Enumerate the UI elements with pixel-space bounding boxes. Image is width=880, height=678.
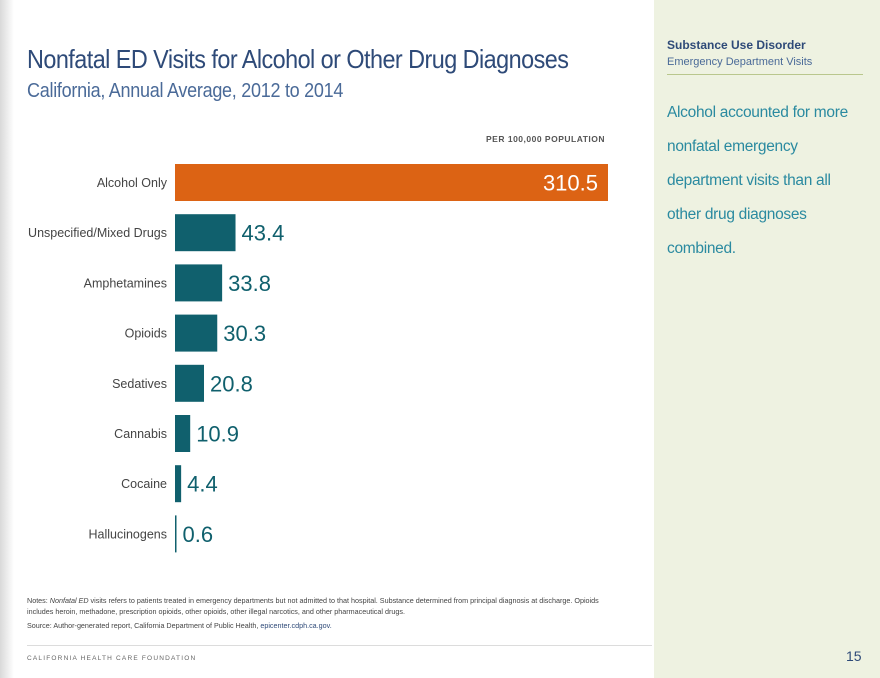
chart-subtitle: California, Annual Average, 2012 to 2014 [27, 80, 344, 102]
sidebar-divider [667, 74, 863, 75]
footer-organization: CALIFORNIA HEALTH CARE FOUNDATION [27, 655, 197, 662]
category-label: Sedatives [112, 377, 167, 391]
sidebar-callout: Alcohol accounted for more nonfatal emer… [667, 104, 848, 257]
sidebar-title: Substance Use Disorder [667, 38, 806, 52]
value-label: 4.4 [187, 472, 218, 497]
category-label: Cannabis [114, 427, 167, 441]
source-link[interactable]: epicenter.cdph.ca.gov. [260, 621, 332, 630]
value-label: 43.4 [242, 221, 285, 246]
value-label: 10.9 [196, 422, 239, 447]
category-label: Hallucinogens [88, 527, 167, 541]
value-label: 0.6 [183, 522, 214, 547]
bar [175, 264, 223, 302]
value-label: 30.3 [223, 321, 266, 346]
category-label: Unspecified/Mixed Drugs [28, 226, 167, 240]
sidebar-subtitle: Emergency Department Visits [667, 56, 813, 68]
category-label: Alcohol Only [97, 176, 168, 190]
footer-divider [27, 645, 652, 646]
bar [175, 415, 191, 452]
bar [175, 314, 218, 352]
bar [175, 515, 177, 553]
sidebar-panel [654, 0, 880, 678]
value-label: 310.5 [543, 171, 598, 196]
bar [175, 465, 182, 503]
bar [175, 364, 205, 402]
page-number: 15 [846, 648, 862, 664]
category-label: Opioids [125, 327, 167, 341]
units-label: PER 100,000 POPULATION [486, 134, 606, 144]
bar-chart: Alcohol Only 310.5 Unspecified/Mixed Drugs… [28, 164, 608, 553]
source-text: Source: Author-generated report, Califor… [27, 621, 259, 630]
chart-source: Source: Author-generated report, Califor… [27, 621, 332, 630]
chart-notes: Notes: Nonfatal ED visits refers to pati… [27, 595, 627, 617]
category-label: Cocaine [121, 477, 167, 491]
notes-label: Notes: [27, 596, 48, 605]
bar [175, 214, 236, 252]
bar [175, 164, 608, 201]
value-label: 33.8 [228, 271, 271, 296]
category-label: Amphetamines [84, 276, 167, 290]
value-label: 20.8 [210, 371, 253, 396]
chart-title: Nonfatal ED Visits for Alcohol or Other … [27, 44, 569, 74]
notes-text: visits refers to patients treated in eme… [27, 596, 599, 616]
page-edge-shadow [0, 0, 14, 678]
notes-term: Nonfatal ED [49, 596, 89, 605]
